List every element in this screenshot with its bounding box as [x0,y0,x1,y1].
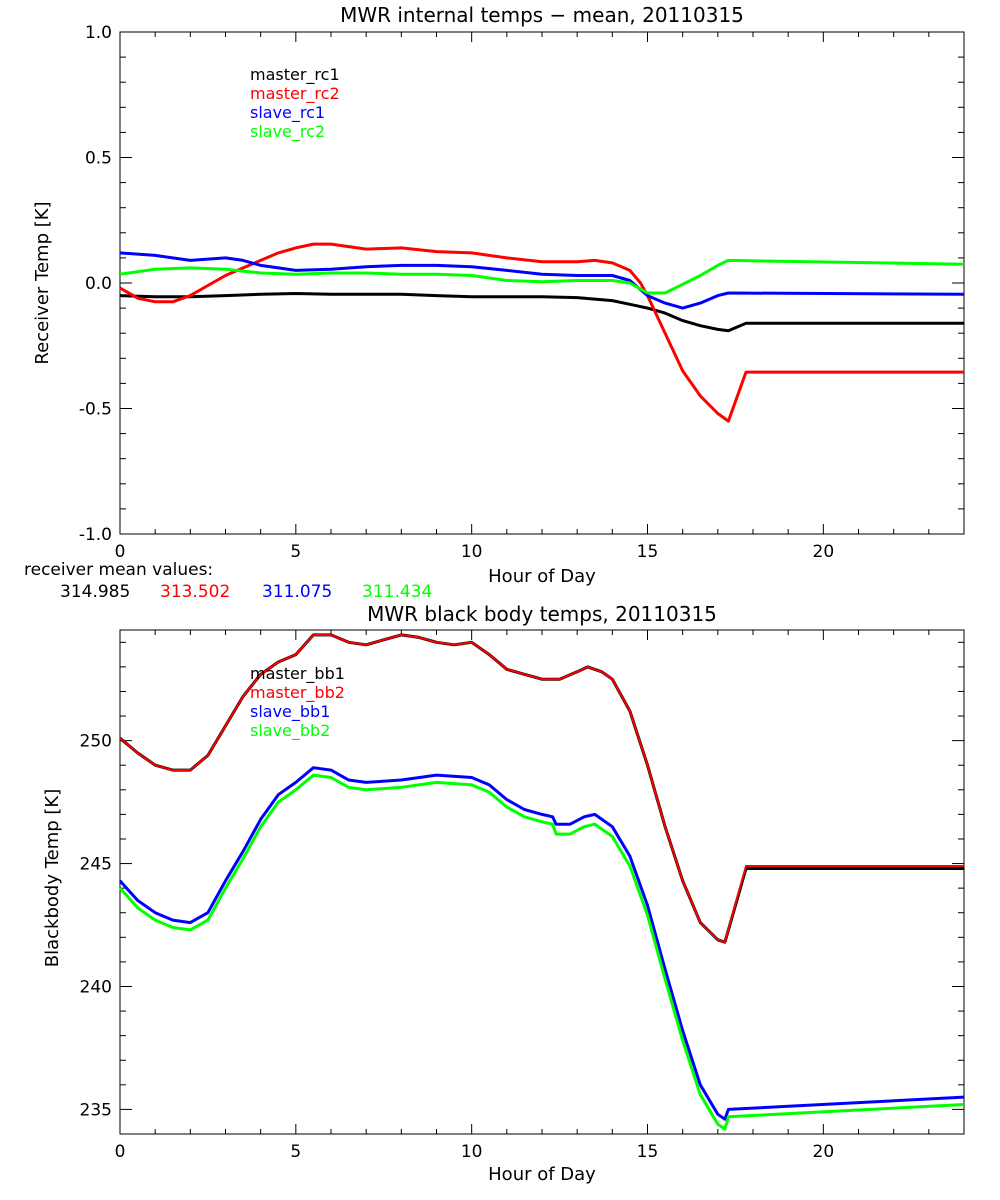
blackbody-x-tick-label: 15 [637,1142,659,1162]
blackbody-legend: master_bb1 master_bb2 slave_bb1 slave_bb… [250,664,345,741]
series-line-slave-bb2 [118,773,965,1131]
receiver-x-tick-label: 0 [115,542,126,562]
legend-slave-rc1: slave_rc1 [250,103,325,123]
blackbody-y-tick-label: 250 [80,732,112,752]
blackbody-chart-title: MWR black body temps, 20110315 [367,602,717,626]
receiver-x-axis-label: Hour of Day [488,566,596,587]
receiver-series-lines [119,242,965,423]
blackbody-x-axis-label: Hour of Day [488,1164,596,1185]
legend-slave-bb2: slave_bb2 [250,721,330,741]
blackbody-x-tick-label: 20 [813,1142,835,1162]
receiver-x-tick-label: 20 [813,542,835,562]
receiver-temp-chart: MWR internal temps − mean, 20110315 0 5 10… [24,3,965,602]
series-line-master-rc1 [119,292,964,333]
receiver-y-tick-label: 0.5 [85,149,112,169]
legend-slave-bb1: slave_bb1 [250,702,330,722]
mean-value-master-rc2: 313.502 [160,582,230,602]
blackbody-x-tick-label: 5 [290,1142,301,1162]
receiver-y-tick-label: 1.0 [85,23,112,43]
receiver-x-tick-label: 15 [637,542,659,562]
series-line-slave-rc2 [119,258,965,295]
receiver-y-tick-label: -0.5 [79,400,112,420]
series-line-slave-rc1 [119,251,965,310]
blackbody-y-tick-label: 240 [80,977,112,997]
blackbody-y-tick-label: 245 [80,855,112,875]
receiver-x-tick-labels: 0 5 10 15 20 [115,542,835,562]
legend-master-bb2: master_bb2 [250,683,345,703]
mean-value-slave-rc1: 311.075 [262,582,332,602]
blackbody-y-tick-labels: 235 240 245 250 [80,732,112,1121]
blackbody-x-tick-labels: 0 5 10 15 20 [115,1142,835,1162]
mean-values-label: receiver mean values: [24,560,213,580]
mean-value-master-rc1: 314.985 [60,582,130,602]
receiver-chart-title: MWR internal temps − mean, 20110315 [340,3,744,27]
blackbody-x-tick-label: 10 [461,1142,483,1162]
receiver-mean-values: receiver mean values: 314.985 313.502 31… [24,560,432,602]
legend-master-rc1: master_rc1 [250,65,340,85]
blackbody-x-tick-label: 0 [115,1142,126,1162]
legend-slave-rc2: slave_rc2 [250,122,325,142]
receiver-y-tick-label: -1.0 [79,525,112,545]
blackbody-temp-chart: MWR black body temps, 20110315 0 5 10 15 20 … [42,602,965,1185]
blackbody-y-axis-label: Blackbody Temp [K] [42,789,63,967]
series-line-slave-bb1 [118,766,965,1121]
receiver-y-tick-label: 0.0 [85,274,112,294]
receiver-x-tick-label: 10 [461,542,483,562]
mean-value-slave-rc2: 311.434 [362,582,432,602]
blackbody-axis-ticks [119,630,965,1135]
receiver-y-axis-label: Receiver Temp [K] [32,201,53,364]
series-line-master-bb1 [119,633,964,944]
legend-master-bb1: master_bb1 [250,664,345,684]
legend-master-rc2: master_rc2 [250,84,340,104]
blackbody-y-tick-label: 235 [80,1100,112,1120]
series-line-master-rc2 [119,242,964,423]
receiver-axis-ticks [119,31,965,535]
receiver-x-tick-label: 5 [290,542,301,562]
receiver-legend: master_rc1 master_rc2 slave_rc1 slave_rc… [250,65,340,142]
blackbody-series-lines [118,633,965,1131]
series-line-master-bb2 [119,633,964,944]
receiver-y-tick-labels: -1.0 -0.5 0.0 0.5 1.0 [79,23,112,545]
blackbody-plot-frame [119,629,965,1135]
